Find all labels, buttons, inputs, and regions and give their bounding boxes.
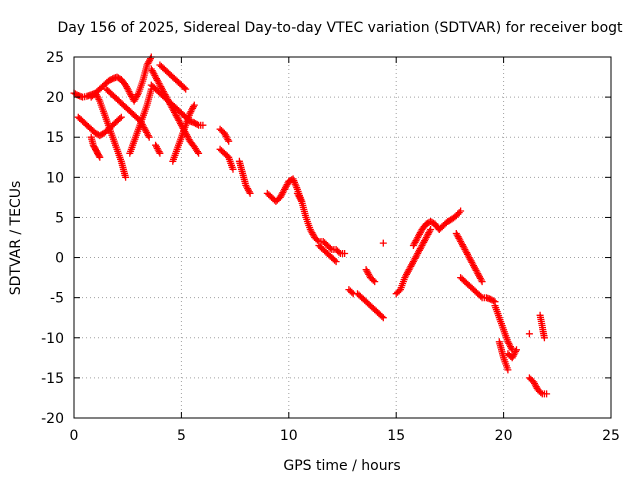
- data-point: [225, 137, 233, 145]
- data-point: [379, 239, 387, 247]
- data-point: [156, 149, 164, 157]
- data-point: [478, 278, 486, 286]
- data-point: [477, 292, 485, 300]
- data-point: [326, 244, 334, 252]
- y-tick-label: -20: [41, 411, 64, 427]
- data-point: [180, 84, 188, 92]
- data-point: [224, 136, 232, 144]
- data-point: [455, 209, 463, 217]
- data-point: [147, 55, 154, 63]
- data-point: [378, 312, 386, 320]
- x-tick-label: 5: [177, 428, 186, 444]
- y-tick-label: 25: [46, 50, 64, 66]
- data-point: [182, 85, 190, 93]
- y-tick-label: -15: [41, 371, 64, 387]
- data-point: [116, 115, 124, 122]
- data-point: [297, 196, 305, 204]
- data-point: [96, 153, 104, 161]
- data-point: [155, 148, 163, 156]
- data-point: [490, 297, 498, 305]
- data-point: [246, 189, 254, 197]
- data-point: [190, 101, 198, 109]
- y-axis-label: SDTVAR / TECUs: [8, 181, 24, 296]
- data-point: [229, 165, 237, 173]
- data-point: [369, 276, 377, 284]
- data-point: [331, 256, 339, 264]
- tick-labels: 0 5 10 15 20 25 -20 -15 -10 -5 0 5 10 15 20 25: [41, 50, 620, 444]
- data-point: [371, 278, 379, 286]
- y-tick-label: -5: [50, 291, 64, 307]
- data-point: [313, 236, 321, 244]
- x-tick-label: 0: [70, 428, 79, 444]
- data-point: [189, 103, 197, 111]
- data-point: [525, 330, 533, 338]
- x-tick-label: 25: [602, 428, 620, 444]
- plot-frame: [73, 56, 612, 419]
- data-point: [540, 334, 548, 342]
- data-point: [504, 366, 512, 374]
- data-point: [145, 133, 153, 141]
- data-point: [457, 207, 465, 215]
- axis-ticks: [73, 56, 612, 419]
- data-points: [70, 53, 551, 398]
- x-axis-label: GPS time / hours: [283, 458, 400, 474]
- y-tick-label: 15: [46, 130, 64, 146]
- grid-lines: [74, 57, 611, 418]
- data-point: [335, 248, 343, 256]
- y-tick-label: 10: [46, 170, 64, 186]
- chart-title: Day 156 of 2025, Sidereal Day-to-day VTE…: [57, 20, 623, 36]
- data-point: [134, 91, 142, 99]
- x-tick-label: 10: [280, 428, 298, 444]
- data-point: [122, 173, 130, 181]
- data-point: [341, 250, 349, 257]
- data-point: [95, 152, 103, 160]
- data-point: [512, 347, 520, 355]
- data-point: [513, 346, 520, 354]
- x-tick-label: 20: [495, 428, 513, 444]
- data-point: [95, 96, 103, 103]
- data-point: [379, 314, 387, 322]
- x-tick-label: 15: [387, 428, 405, 444]
- y-tick-label: 5: [55, 210, 64, 226]
- data-point: [245, 188, 253, 196]
- data-point: [199, 121, 207, 129]
- data-point: [195, 149, 203, 157]
- data-point: [194, 148, 201, 156]
- data-point: [332, 258, 340, 266]
- data-point: [477, 276, 485, 284]
- data-point: [537, 389, 545, 397]
- data-point: [507, 344, 515, 352]
- y-tick-label: 20: [46, 90, 64, 106]
- data-point: [144, 132, 152, 140]
- data-point: [543, 390, 551, 398]
- data-point: [426, 227, 434, 235]
- y-tick-label: -10: [41, 331, 64, 347]
- data-point: [193, 120, 201, 128]
- data-point: [427, 226, 435, 233]
- data-point: [348, 288, 356, 296]
- y-tick-label: 0: [55, 251, 64, 267]
- data-point: [117, 113, 125, 121]
